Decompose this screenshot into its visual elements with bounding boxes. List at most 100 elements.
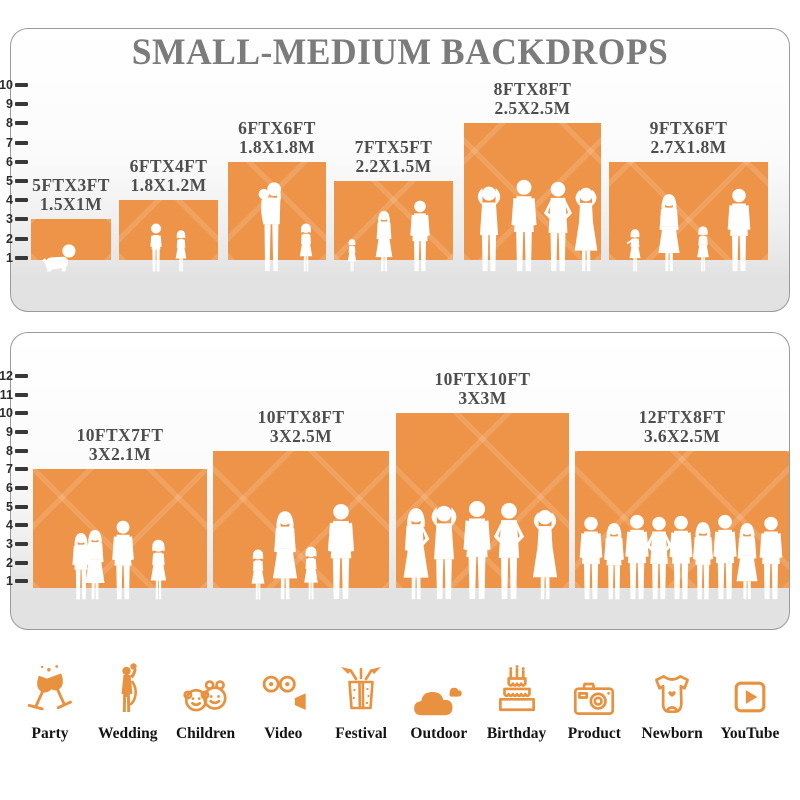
ruler-tick [15,216,28,222]
ruler-tick [15,82,28,88]
category-newborn: Newborn [636,658,708,743]
backdrop-size-label: 10FTX10FT 3X3M [434,368,531,409]
ruler-tick [15,448,28,454]
photo-camera-icon [574,682,615,715]
category-product: Product [558,658,630,743]
backdrop-7x5: 7FTX5FT 2.2X1.5M [334,137,453,272]
backdrop-size-label: 6FTX4FT 1.8X1.2M [129,155,208,196]
category-label: Children [175,725,236,742]
ruler-number: 4 [6,193,13,207]
ruler-number: 6 [6,155,13,169]
category-label: YouTube [720,725,780,742]
ruler-number: 4 [6,518,13,532]
ruler-number: 7 [6,462,13,476]
category-youtube: YouTube [714,658,786,743]
backdrop-10x7: 10FTX7FT 3X2.1M [33,425,207,600]
ruler-number: 2 [6,232,13,246]
ruler-tick [15,392,28,398]
baby-onesie-icon [655,674,690,714]
backdrop-size-label: 8FTX8FT 2.5X2.5M [493,78,572,119]
category-label: Video [264,725,303,742]
backdrop-rect [119,200,218,260]
ruler-number: 9 [6,97,13,111]
backdrop-size-label: 5FTX3FT 1.5X1M [32,174,110,215]
wedding-couple-icon [121,663,137,712]
backdrop-size-label: 9FTX6FT 2.7X1.8M [649,117,728,158]
ruler-number: 11 [0,388,13,402]
ruler-tick [15,410,28,416]
youtube-play-icon [734,681,766,713]
category-label: Wedding [98,725,158,742]
backdrop-6x6: 6FTX6FT 1.8X1.8M [228,118,326,272]
backdrop-rect [213,451,389,588]
ruler-number: 5 [6,500,13,514]
panel-small-medium: SMALL-MEDIUM BACKDROPS 10 9 8 7 6 5 4 3 … [0,28,790,312]
ruler-tick [15,178,28,184]
ruler-number: 3 [6,537,13,551]
ruler-number: 10 [0,78,13,92]
backdrop-size-label: 10FTX8FT 3X2.5M [257,406,345,447]
backdrop-size-label: 6FTX6FT 1.8X1.8M [238,117,316,158]
backdrop-12x8: 12FTX8FT 3.6X2.5M [575,407,789,588]
ruler-tick [15,120,28,126]
category-label: Party [31,725,69,742]
ruler-number: 9 [6,425,13,439]
ruler-tick [15,236,28,242]
ruler-tick [15,101,28,107]
party-glasses-icon [27,665,72,711]
category-video: Video [247,658,319,743]
video-camera-icon [262,675,306,711]
baby-crawling-silhouette [42,244,76,272]
category-label: Outdoor [410,725,468,742]
family-of-four-silhouette [609,188,751,274]
ruler-number: 3 [6,212,13,226]
category-label: Product [567,725,621,742]
category-party: Party [14,658,86,743]
ruler-number: 1 [6,574,13,588]
ruler-tick [15,429,28,435]
category-children: Children [170,658,242,743]
group-of-four-silhouette [477,179,598,272]
family-of-four-silhouette [251,503,355,600]
backdrop-size-label: 10FTX7FT 3X2.1M [76,424,164,465]
ruler-tick [15,541,28,547]
category-label: Birthday [486,725,547,742]
ruler-tick [15,466,28,472]
ruler-tick [15,140,28,146]
ruler-tick [15,485,28,491]
category-label: Festival [335,725,387,742]
category-birthday: Birthday [481,658,553,743]
category-outdoor: Outdoor [403,658,475,743]
ruler-number: 1 [6,251,13,265]
ruler-tick [15,522,28,528]
ruler-tick [15,159,28,165]
backdrop-size-label: 12FTX8FT 3.6X2.5M [638,406,726,447]
chart-title: SMALL-MEDIUM BACKDROPS [131,32,669,73]
backdrop-8x8: 8FTX8FT 2.5X2.5M [464,79,601,272]
mother-baby-girl-silhouette [258,182,313,272]
category-row: Party Wedding [14,658,786,743]
gift-box-icon [341,667,382,710]
category-label: Newborn [641,725,703,742]
children-faces-icon [182,680,227,712]
backdrop-size-label: 7FTX5FT 2.2X1.5M [354,136,433,177]
family-of-three-silhouette [347,200,430,272]
cloud-icon [413,687,462,716]
ruler-tick [15,578,28,584]
ruler-tick [15,373,28,379]
ruler-tick [15,197,28,203]
ruler-number: 5 [6,174,13,188]
backdrop-10x10: 10FTX10FT 3X3M [396,369,569,600]
backdrop-6x4: 6FTX4FT 1.8X1.2M [119,156,218,272]
crowd-silhouette [579,514,783,602]
family-of-three-silhouette [33,520,167,600]
ruler-number: 12 [0,369,13,383]
group-of-five-silhouette [396,501,558,600]
ruler-number: 8 [6,444,13,458]
category-festival: Festival [325,658,397,743]
ruler-number: 6 [6,481,13,495]
ruler-tick [15,560,28,566]
ruler-number: 10 [0,406,13,420]
two-children-silhouette [150,223,187,272]
